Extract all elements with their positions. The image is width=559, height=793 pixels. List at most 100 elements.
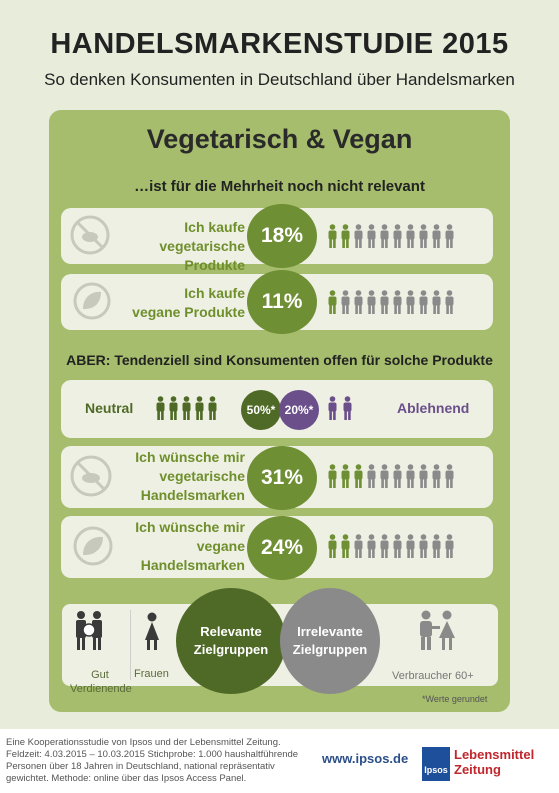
person-icon (354, 224, 363, 248)
person-icon (341, 290, 350, 314)
person-icon (445, 224, 454, 248)
person-icon (393, 224, 402, 248)
couple-money-icon (76, 611, 102, 650)
footer: Eine Kooperationsstudie von Ipsos und de… (0, 729, 559, 793)
leaf-icon (73, 526, 113, 566)
row-vegan-kauf: Ich kaufe vegane Produkte 11% (61, 270, 493, 334)
neutral-badge: 50%* (241, 390, 281, 430)
people-figures (327, 464, 455, 488)
verbraucher-label: Verbraucher 60+ (392, 670, 474, 682)
irrelevante-zielgruppen-badge: Irrelevante Zielgruppen (280, 588, 380, 694)
people-figures (327, 534, 455, 558)
person-icon (367, 290, 376, 314)
gerundet-note: *Werte gerundet (422, 694, 488, 704)
intro-text: …ist für die Mehrheit noch nicht relevan… (134, 178, 425, 195)
frauen-label: Frauen (134, 668, 169, 680)
row-line1: Ich kaufe (184, 285, 245, 301)
person-icon (419, 224, 428, 248)
person-icon (354, 290, 363, 314)
person-icon (169, 396, 178, 420)
row-line1: Ich wünsche mir (135, 519, 245, 535)
ipsos-link[interactable]: www.ipsos.de (322, 751, 409, 766)
person-icon (341, 464, 350, 488)
row-line3: Handelsmarken (140, 557, 245, 573)
ipsos-logo-text: Ipsos (424, 765, 448, 775)
row-line2: vegane (196, 538, 245, 554)
person-icon (328, 534, 337, 558)
irrelevant-line1: Irrelevante (297, 624, 363, 639)
row-text: Ich kaufe vegane Produkte (121, 284, 245, 322)
percent-badge: 18% (247, 204, 317, 268)
person-icon (354, 534, 363, 558)
person-icon (354, 464, 363, 488)
row-line1: Ich wünsche mir (135, 449, 245, 465)
row-text: Ich wünsche mir vegane Handelsmarken (121, 518, 245, 575)
person-icon (380, 464, 389, 488)
relevante-zielgruppen-badge: Relevante Zielgruppen (176, 588, 286, 694)
person-icon (367, 224, 376, 248)
row-text: Ich kaufe vegetarische Produkte (121, 218, 245, 275)
no-meat-icon (70, 455, 112, 497)
people-figures (327, 290, 455, 314)
person-icon (393, 464, 402, 488)
footer-line3: Personen über 18 Jahren in Deutschland, … (6, 761, 275, 772)
row-neutral-ablehnend: Neutral 50%* 20%* Ablehnend (61, 380, 493, 438)
person-icon (341, 534, 350, 558)
ablehnend-label: Ablehnend (397, 400, 470, 416)
person-icon (380, 224, 389, 248)
page-title: HANDELSMARKENSTUDIE 2015 (50, 28, 509, 60)
senior-couple-icon (420, 610, 455, 650)
neutral-figures (155, 396, 218, 420)
row-line2: vegetarische Produkte (159, 238, 245, 273)
person-icon (419, 290, 428, 314)
row-line2: vegetarische (159, 468, 245, 484)
divider (130, 610, 131, 680)
person-icon (445, 534, 454, 558)
person-icon (406, 224, 415, 248)
person-icon (156, 396, 165, 420)
person-icon (367, 534, 376, 558)
person-icon (195, 396, 204, 420)
person-icon (367, 464, 376, 488)
gut-verdienende-label: Gut Verdienende (70, 668, 132, 696)
neutral-label: Neutral (85, 400, 134, 416)
person-icon (328, 464, 337, 488)
lz-logo: Lebensmittel Zeitung (454, 747, 534, 777)
person-icon (419, 464, 428, 488)
person-icon (406, 534, 415, 558)
percent-badge: 11% (247, 270, 317, 334)
row-line1: Ich kaufe (184, 219, 245, 235)
person-icon (208, 396, 217, 420)
irrelevant-line2: Zielgruppen (292, 642, 368, 657)
footer-text: Eine Kooperationsstudie von Ipsos und de… (6, 737, 306, 785)
ablehnend-figures (327, 396, 353, 420)
footer-line4: gewichtet. Methode: online über das Ipso… (6, 773, 247, 784)
person-icon (445, 290, 454, 314)
gut-line2: Verdienende (70, 683, 132, 695)
lz-line2: Zeitung (454, 762, 501, 777)
no-meat-icon (70, 215, 110, 255)
ablehnend-badge: 20%* (279, 390, 319, 430)
person-icon (445, 464, 454, 488)
relevant-line2: Zielgruppen (193, 642, 269, 657)
person-icon (393, 534, 402, 558)
ipsos-logo: Ipsos (422, 747, 450, 781)
person-icon (341, 224, 350, 248)
row-text: Ich wünsche mir vegetarische Handelsmark… (121, 448, 245, 505)
person-icon (393, 290, 402, 314)
percent-badge: 31% (247, 446, 317, 510)
person-icon (380, 534, 389, 558)
person-icon (343, 396, 352, 420)
person-icon (328, 396, 337, 420)
footer-line2: Feldzeit: 4.03.2015 – 10.03.2015 Stichpr… (6, 749, 299, 760)
row-vegan-wunsch: Ich wünsche mir vegane Handelsmarken 24% (61, 516, 493, 580)
person-icon (432, 290, 441, 314)
person-icon (419, 534, 428, 558)
person-icon (432, 224, 441, 248)
person-icon (406, 464, 415, 488)
person-icon (328, 290, 337, 314)
main-panel: Vegetarisch & Vegan …ist für die Mehrhei… (49, 110, 510, 712)
footer-line1: Eine Kooperationsstudie von Ipsos und de… (6, 737, 281, 748)
row-line3: Handelsmarken (140, 487, 245, 503)
person-icon (432, 464, 441, 488)
